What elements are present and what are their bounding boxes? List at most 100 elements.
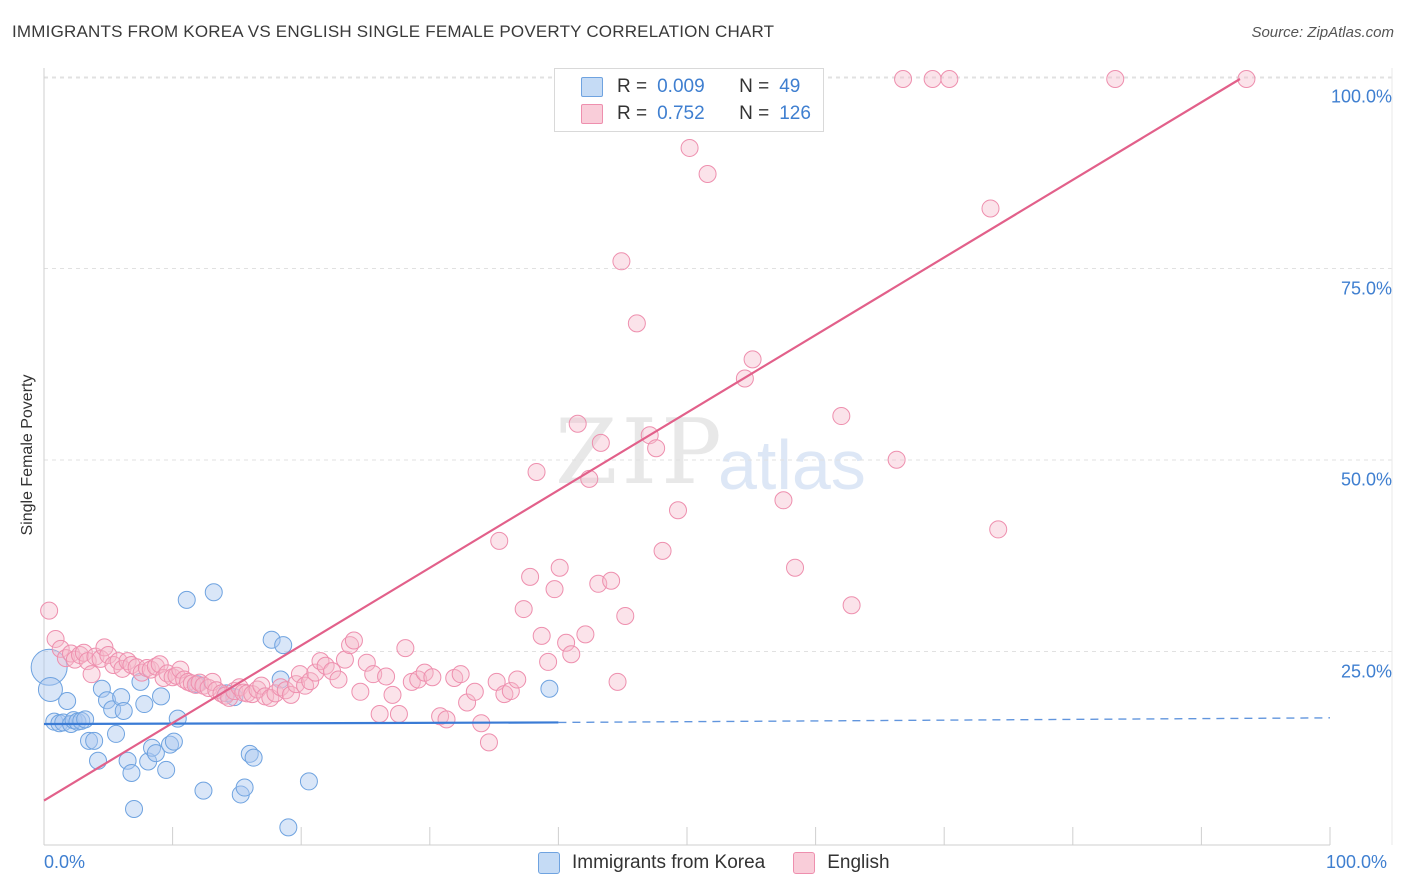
korea-point [244, 748, 263, 767]
english-point [501, 682, 520, 701]
korea-point [80, 731, 99, 750]
korea-point [164, 732, 183, 751]
english-point [141, 660, 160, 679]
english-point [550, 558, 569, 577]
legend-row-korea: R = 0.009 N = 49 [581, 75, 800, 99]
legend-r-label: R = [617, 103, 648, 124]
english-point [74, 643, 93, 662]
korea-point [194, 781, 213, 800]
english-point [287, 675, 306, 694]
korea-point [98, 691, 117, 710]
english-point [40, 601, 59, 620]
english-point [451, 665, 470, 684]
english-point [545, 580, 564, 599]
english-point [271, 678, 290, 697]
korea-point [299, 772, 318, 791]
english-point [527, 462, 546, 481]
english-point [557, 633, 576, 652]
english-point [344, 631, 363, 650]
legend-swatch-english [581, 104, 603, 124]
english-point [680, 138, 699, 157]
english-point [608, 672, 627, 691]
korea-point [540, 679, 559, 698]
english-point [562, 645, 581, 664]
korea-point [235, 778, 254, 797]
korea-point [92, 679, 111, 698]
y-tick-label: 50.0% [1340, 469, 1392, 490]
english-point [842, 596, 861, 615]
english-point [290, 665, 309, 684]
english-point [423, 668, 442, 687]
english-point [99, 646, 118, 665]
korea-point [157, 760, 176, 779]
english-point [887, 450, 906, 469]
y-tick-label: 100.0% [1330, 86, 1392, 107]
korea-point [152, 687, 171, 706]
english-point [252, 676, 271, 695]
watermark-atlas: atlas [718, 426, 866, 504]
english-point [612, 252, 631, 271]
english-point [832, 407, 851, 426]
legend-n-label: N = [739, 103, 770, 124]
english-point [627, 314, 646, 333]
english-point [576, 625, 595, 644]
series-legend-korea[interactable]: Immigrants from Korea [538, 852, 765, 874]
korea-trend-extension [558, 717, 1331, 724]
english-point [335, 650, 354, 669]
english-point [580, 469, 599, 488]
korea-point [76, 710, 95, 729]
english-point [266, 684, 285, 703]
legend-r-value: 0.752 [657, 103, 705, 124]
chart-title: IMMIGRANTS FROM KOREA VS ENGLISH SINGLE … [12, 22, 775, 41]
english-point [301, 672, 320, 691]
english-point [591, 433, 610, 452]
series-legend: Immigrants from Korea English [538, 852, 918, 874]
english-point [616, 606, 635, 625]
english-point [602, 571, 621, 590]
korea-point [146, 744, 165, 763]
english-point [396, 639, 415, 658]
korea-point [274, 636, 293, 655]
english-point [238, 684, 257, 703]
english-point [508, 670, 527, 689]
korea-point [135, 695, 154, 714]
legend-r-label: R = [617, 76, 648, 97]
english-point [521, 567, 540, 586]
series-label-english: English [827, 852, 890, 873]
legend-n-label: N = [739, 76, 770, 97]
english-point [786, 558, 805, 577]
english-point [389, 705, 408, 724]
korea-point [114, 701, 133, 720]
english-point [923, 70, 942, 88]
english-point [940, 70, 959, 88]
english-point [989, 520, 1008, 539]
data-points [30, 70, 1256, 837]
korea-point [85, 731, 104, 750]
series-swatch-english [793, 852, 816, 874]
korea-point [279, 818, 298, 837]
series-label-korea: Immigrants from Korea [572, 852, 766, 873]
english-point [1237, 70, 1256, 88]
korea-point [125, 799, 144, 818]
korea-point [37, 677, 63, 703]
korea-point [112, 688, 131, 707]
english-point [351, 682, 370, 701]
english-point [894, 70, 913, 88]
series-legend-english[interactable]: English [793, 852, 890, 874]
korea-point [262, 630, 281, 649]
legend-n-value: 126 [779, 103, 811, 124]
english-point [698, 164, 717, 183]
axes [43, 68, 1393, 846]
english-point [51, 639, 70, 658]
korea-point [58, 691, 77, 710]
x-tick-min: 0.0% [44, 852, 86, 872]
english-point [82, 665, 101, 684]
stats-legend: R = 0.009 N = 49 R = 0.752 N = 126 [554, 68, 824, 132]
korea-point [122, 763, 141, 782]
legend-swatch-korea [581, 77, 603, 97]
english-point [479, 733, 498, 752]
english-point [647, 439, 666, 458]
english-point [668, 501, 687, 520]
english-point [329, 670, 348, 689]
english-point [465, 682, 484, 701]
